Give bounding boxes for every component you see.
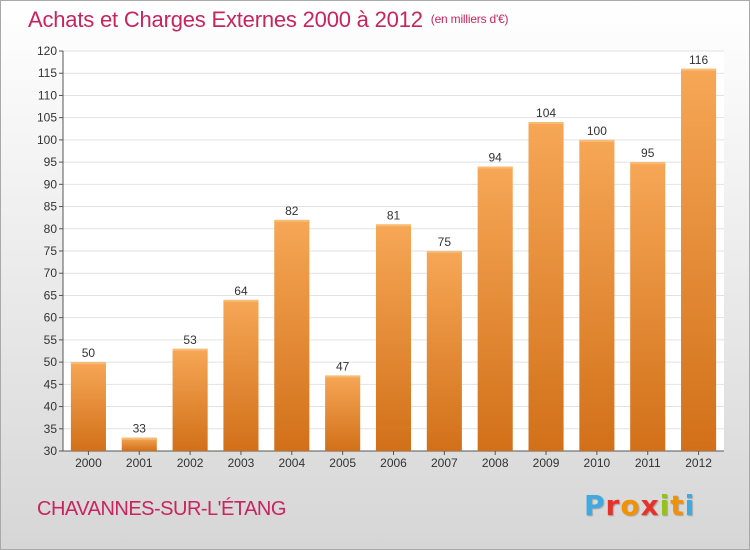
- bar-top-highlight: [630, 162, 666, 165]
- bar-2003: [223, 299, 259, 451]
- x-tick-label: 2012: [685, 456, 712, 470]
- bar-top-highlight: [223, 299, 259, 302]
- bar-top-highlight: [579, 139, 615, 142]
- y-tick-label: 95: [44, 155, 58, 169]
- bar-2009: [528, 122, 564, 451]
- proxiti-logo: Proxiti: [584, 489, 695, 522]
- y-tick-label: 100: [37, 133, 57, 147]
- bar-2012: [681, 68, 717, 452]
- y-tick-label: 120: [37, 44, 57, 58]
- y-tick-label: 40: [44, 400, 58, 414]
- bar-2006: [375, 224, 412, 451]
- bar-2008: [477, 166, 513, 452]
- x-tick-label: 2009: [533, 456, 560, 470]
- y-tick-label: 65: [44, 288, 58, 302]
- bar-top-highlight: [121, 437, 157, 440]
- logo-letter: P: [584, 489, 606, 522]
- y-tick-label: 30: [44, 444, 58, 458]
- bar-2005: [325, 375, 361, 451]
- y-tick-label: 45: [44, 377, 58, 391]
- y-tick-label: 55: [44, 333, 58, 347]
- x-tick-label: 2000: [75, 456, 102, 470]
- bar-top-highlight: [325, 375, 361, 378]
- data-label: 100: [587, 124, 607, 138]
- x-tick-label: 2005: [329, 456, 356, 470]
- y-tick-label: 50: [44, 355, 58, 369]
- data-label: 53: [183, 333, 197, 347]
- data-label: 94: [489, 151, 503, 165]
- y-tick-label: 105: [37, 111, 57, 125]
- y-tick-label: 110: [38, 88, 57, 102]
- data-label: 64: [234, 284, 248, 298]
- x-tick-label: 2008: [482, 456, 509, 470]
- bar-2004: [274, 219, 310, 451]
- logo-letter: i: [659, 489, 671, 522]
- bar-top-highlight: [681, 68, 717, 71]
- logo-letter: x: [640, 489, 660, 522]
- y-tick-label: 115: [38, 66, 57, 80]
- commune-name: CHAVANNES-SUR-L'ÉTANG: [37, 498, 286, 520]
- data-label: 50: [82, 346, 96, 360]
- logo-letter: o: [620, 489, 641, 522]
- x-tick-label: 2010: [584, 456, 611, 470]
- bar-top-highlight: [274, 219, 310, 222]
- data-label: 47: [336, 359, 350, 373]
- data-label: 33: [133, 422, 147, 436]
- x-tick-label: 2004: [278, 456, 305, 470]
- y-tick-label: 35: [44, 422, 58, 436]
- data-label: 82: [285, 204, 299, 218]
- x-tick-label: 2002: [177, 456, 204, 470]
- bar-2000: [70, 362, 106, 451]
- y-tick-label: 70: [44, 266, 58, 280]
- data-label: 75: [438, 235, 452, 249]
- bar-2007: [426, 251, 462, 451]
- logo-letter: t: [670, 489, 685, 522]
- bar-top-highlight: [477, 166, 513, 169]
- bar-2010: [579, 139, 615, 451]
- y-tick-label: 80: [44, 222, 58, 236]
- x-tick-label: 2007: [431, 456, 458, 470]
- bar-top-highlight: [426, 251, 462, 253]
- y-tick-label: 85: [44, 200, 58, 214]
- data-label: 81: [387, 208, 401, 222]
- chart-title: Achats et Charges Externes 2000 à 2012 (e…: [28, 7, 509, 33]
- bar-2002: [172, 348, 208, 451]
- y-tick-label: 75: [44, 244, 58, 258]
- bar-top-highlight: [375, 224, 412, 227]
- chart-unit: (en milliers d'€): [430, 12, 509, 26]
- x-tick-label: 2003: [228, 456, 255, 470]
- y-tick-label: 90: [44, 177, 58, 191]
- x-tick-label: 2011: [635, 456, 661, 470]
- data-label: 104: [536, 106, 556, 120]
- bar-2011: [630, 162, 666, 451]
- x-tick-label: 2001: [126, 456, 153, 470]
- bar-top-highlight: [528, 122, 564, 125]
- chart-title-text: Achats et Charges Externes 2000 à 2012: [28, 7, 423, 32]
- y-tick-label: 60: [44, 311, 58, 325]
- bar-top-highlight: [70, 362, 106, 365]
- logo-letter: r: [605, 489, 621, 522]
- x-tick-label: 2006: [380, 456, 407, 470]
- data-label: 116: [689, 53, 708, 67]
- data-label: 95: [641, 146, 655, 160]
- logo-letter: i: [684, 489, 696, 522]
- bar-top-highlight: [172, 348, 208, 351]
- bar-2001: [121, 437, 157, 451]
